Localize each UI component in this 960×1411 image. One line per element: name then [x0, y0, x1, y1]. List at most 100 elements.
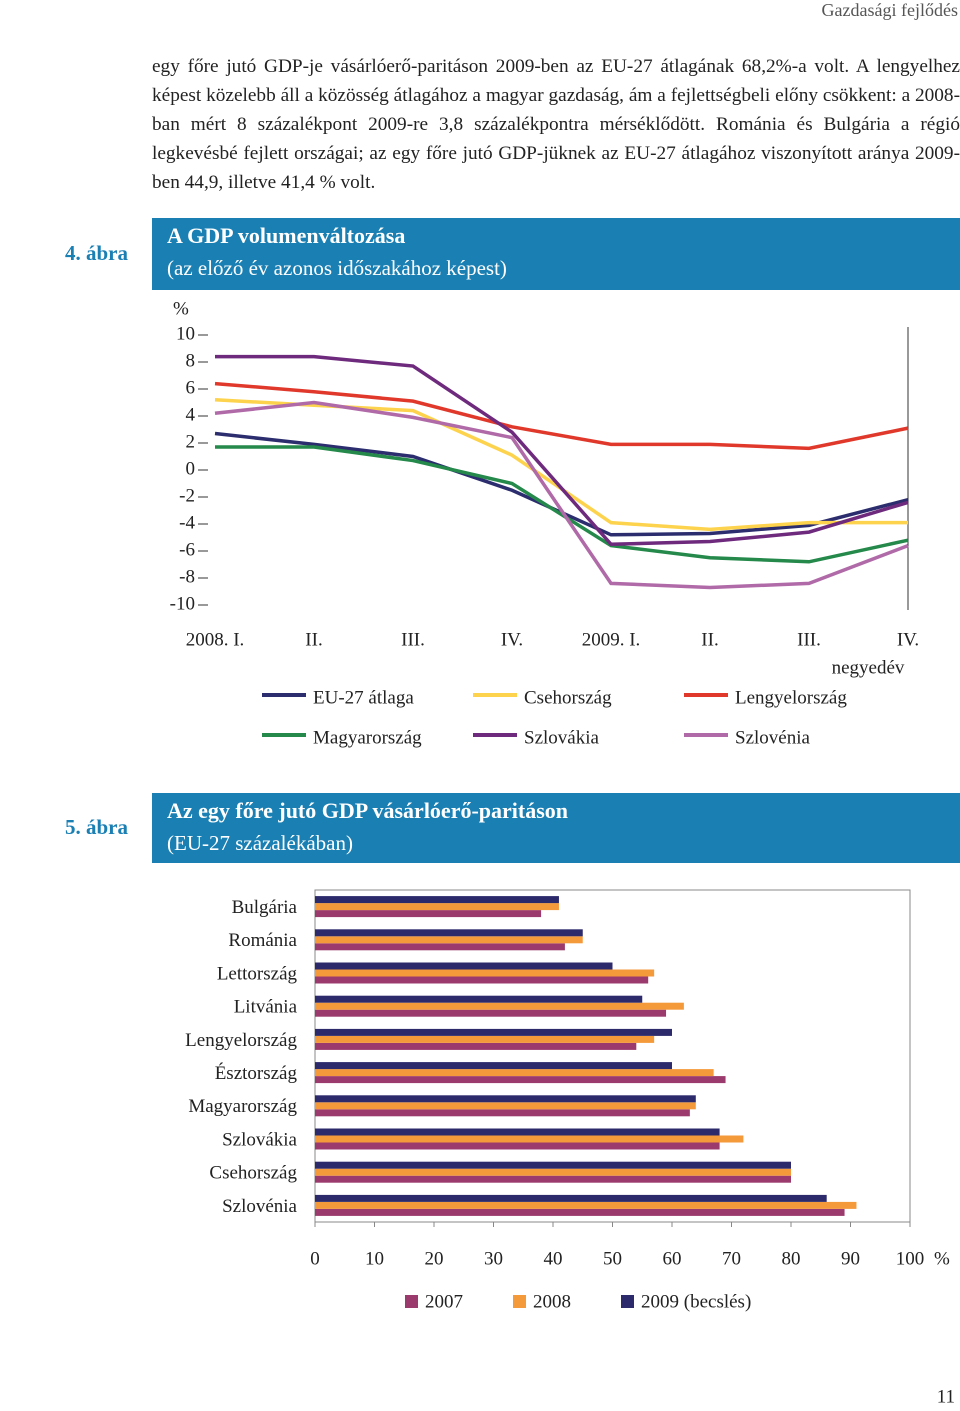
legend-label: Szlovákia: [524, 727, 599, 748]
data-line: [215, 445, 909, 564]
bar: [315, 910, 542, 918]
y-tick-label: Lengyelország: [185, 1030, 297, 1051]
bar: [315, 962, 613, 970]
legend-label: 2009 (becslés): [641, 1291, 751, 1312]
bar: [315, 1042, 637, 1050]
y-tick-label: 2: [186, 431, 196, 452]
x-tick-label: III.: [401, 629, 425, 650]
bar: [315, 1194, 827, 1202]
x-tick-label: 10: [365, 1248, 384, 1269]
bar: [315, 1142, 720, 1150]
bar: [315, 1208, 845, 1216]
y-tick-label: Szlovákia: [222, 1129, 297, 1150]
y-tick-label: Észtország: [215, 1062, 298, 1084]
bar: [315, 1009, 667, 1017]
bar: [315, 1028, 672, 1036]
x-tick-label: 80: [782, 1248, 801, 1269]
figure-number: 4. ábra: [65, 241, 129, 265]
x-tick-label: 70: [722, 1248, 741, 1269]
legend-label: Magyarország: [313, 727, 422, 748]
x-tick-label: II.: [701, 629, 718, 650]
bar: [315, 1035, 655, 1043]
chart-title: A GDP volumenváltozása: [167, 223, 405, 248]
section-header: Gazdasági fejlődés: [822, 0, 958, 20]
legend-label: Csehország: [524, 687, 612, 708]
chart-subtitle: (EU-27 százalékában): [167, 831, 353, 855]
figure-number: 5. ábra: [65, 815, 129, 839]
y-tick-label: Szlovénia: [222, 1196, 297, 1217]
x-tick-label: II.: [305, 629, 322, 650]
page-number: 11: [937, 1386, 955, 1407]
x-tick-label: 2009. I.: [582, 629, 641, 650]
y-tick-label: -8: [179, 566, 195, 587]
y-tick-label: -10: [170, 593, 195, 614]
y-tick-label: -6: [179, 539, 195, 560]
x-tick-label: IV.: [897, 629, 919, 650]
bar: [315, 1095, 696, 1103]
y-tick-label: 10: [176, 323, 195, 344]
bar: [315, 1175, 791, 1183]
x-axis-label: negyedév: [832, 657, 905, 678]
y-axis-label: %: [173, 298, 189, 319]
data-line: [214, 400, 909, 590]
banner: [152, 793, 960, 863]
bar: [315, 1062, 672, 1070]
bar: [315, 1069, 714, 1077]
paragraph: egy főre jutó GDP-je vásárlóerő-paritáso…: [152, 56, 960, 193]
y-tick-label: 8: [186, 350, 196, 371]
data-line: [215, 354, 909, 547]
chart-title: Az egy főre jutó GDP vásárlóerő-paritáso…: [167, 798, 568, 823]
x-tick-label: 40: [544, 1248, 563, 1269]
y-tick-label: 6: [186, 377, 196, 398]
bar: [315, 929, 583, 937]
bar: [315, 936, 583, 944]
bar: [315, 903, 559, 911]
bar: [315, 1076, 726, 1084]
bar: [315, 1168, 791, 1176]
y-tick-label: 4: [186, 404, 196, 425]
bar: [315, 1102, 696, 1110]
bar: [315, 1201, 857, 1209]
x-tick-label: 50: [603, 1248, 622, 1269]
bar: [315, 976, 649, 984]
y-tick-label: -4: [179, 512, 195, 533]
bar: [315, 1109, 690, 1117]
banner: [152, 218, 960, 290]
y-tick-label: Románia: [228, 930, 297, 951]
bar: [315, 1135, 744, 1143]
chart-subtitle: (az előző év azonos időszakához képest): [167, 256, 507, 280]
legend-label: 2008: [533, 1291, 571, 1312]
data-line: [214, 381, 909, 451]
x-tick-label: 90: [841, 1248, 860, 1269]
legend-label: Lengyelország: [735, 687, 847, 708]
bar: [315, 969, 655, 977]
legend-swatch: [405, 1295, 418, 1308]
y-tick-label: -2: [179, 485, 195, 506]
y-tick-label: Bulgária: [232, 897, 298, 918]
bar: [315, 1128, 720, 1136]
legend-swatch: [513, 1295, 526, 1308]
legend-label: EU-27 átlaga: [313, 687, 414, 708]
x-tick-label: 0: [310, 1248, 320, 1269]
bar: [315, 995, 643, 1003]
bar: [315, 1161, 791, 1169]
x-tick-label: 20: [425, 1248, 444, 1269]
x-tick-label: 2008. I.: [186, 629, 245, 650]
x-tick-label: 30: [484, 1248, 503, 1269]
y-tick-label: Csehország: [209, 1163, 297, 1184]
legend-swatch: [621, 1295, 634, 1308]
y-tick-label: 0: [186, 458, 196, 479]
x-axis-label: %: [934, 1248, 950, 1269]
x-tick-label: 100: [896, 1248, 925, 1269]
bar: [315, 943, 565, 951]
legend-label: 2007: [425, 1291, 463, 1312]
y-tick-label: Litvánia: [234, 997, 298, 1018]
x-tick-label: III.: [797, 629, 821, 650]
bar: [315, 896, 559, 904]
y-tick-label: Lettország: [217, 963, 298, 984]
bar: [315, 1002, 684, 1010]
y-tick-label: Magyarország: [188, 1096, 297, 1117]
legend-label: Szlovénia: [735, 727, 810, 748]
